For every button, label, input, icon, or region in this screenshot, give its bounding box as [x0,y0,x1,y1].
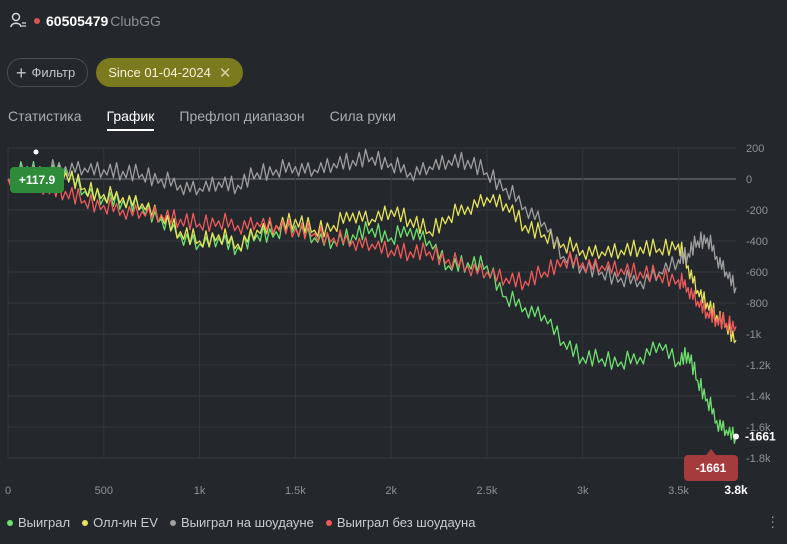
legend-label: Олл-ин EV [93,515,158,530]
y-tick-label: -1.4k [746,391,771,403]
end-value-label: -1661 [745,429,776,443]
end-value-badge [684,455,738,481]
x-tick-label: 500 [95,485,113,497]
x-tick-label: 3k [577,485,589,497]
legend-item-non-showdown[interactable]: Выиграл без шоудауна [325,515,476,530]
start-marker [33,149,39,155]
filters-row: + Фильтр Since 01-04-2024 ✕ [7,58,244,87]
more-vertical-icon[interactable]: · · · [770,508,775,534]
start-value-badge [10,167,64,193]
user-settings-icon[interactable] [10,12,28,31]
date-filter-chip[interactable]: Since 01-04-2024 ✕ [96,58,244,87]
y-tick-label: -1.8k [746,453,771,465]
date-filter-label: Since 01-04-2024 [108,65,211,80]
legend-dot [7,519,13,526]
y-tick-label: -1.6k [746,422,771,434]
x-tick-label: 2k [385,485,397,497]
x-tick-label: 0 [5,485,11,497]
y-tick-label: 0 [746,174,752,186]
y-tick-label: -400 [746,236,768,248]
legend-label: Выиграл на шоудауне [180,515,314,530]
legend-label: Выиграл без шоудауна [336,515,476,530]
end-value-text: -1661 [696,461,727,475]
legend-dot [325,519,332,526]
y-tick-label: -600 [746,267,768,279]
filter-button-label: Фильтр [31,65,76,80]
x-tick-label: 1k [194,485,206,497]
club-name: ClubGG [110,13,161,29]
filter-button[interactable]: + Фильтр [7,58,89,87]
series-line [7,165,737,344]
x-tick-label: 3.5k [668,485,689,497]
legend-item-showdown[interactable]: Выиграл на шоудауне [169,515,314,530]
y-tick-label: -800 [746,298,768,310]
series-line [7,170,737,335]
close-icon[interactable]: ✕ [218,64,232,82]
y-tick-label: 200 [746,143,764,155]
plus-icon: + [16,62,27,83]
x-tick-label: 2.5k [477,485,498,497]
tab-bar: Статистика График Префлоп диапазон Сила … [8,108,396,131]
end-marker [733,433,739,440]
legend-dot [82,519,89,526]
y-tick-label: -200 [746,205,768,217]
legend-item-allin-ev[interactable]: Олл-ин EV [82,515,158,530]
end-badge-pointer [706,449,716,455]
tab-hand-strength[interactable]: Сила руки [329,108,396,124]
x-end-label: 3.8k [724,483,748,497]
y-tick-label: -1k [746,329,762,341]
results-chart: 2000-200-400-600-800-1k-1.2k-1.4k-1.6k-1… [5,143,776,497]
series-line [7,148,737,294]
status-dot [34,18,40,24]
x-tick-label: 1.5k [285,485,306,497]
start-value-text: +117.9 [19,173,56,187]
tab-graph[interactable]: График [106,108,155,131]
tab-statistics[interactable]: Статистика [8,108,82,124]
legend-dot [169,519,176,526]
chart-legend: Выиграл Олл-ин EV Выиграл на шоудауне Вы… [7,515,475,530]
header-bar: 60505479 ClubGG [10,11,161,31]
player-id: 60505479 [46,13,109,29]
tab-preflop-range[interactable]: Префлоп диапазон [179,108,305,124]
y-tick-label: -1.2k [746,360,771,372]
legend-item-won[interactable]: Выиграл [7,515,70,530]
legend-label: Выиграл [18,515,71,530]
